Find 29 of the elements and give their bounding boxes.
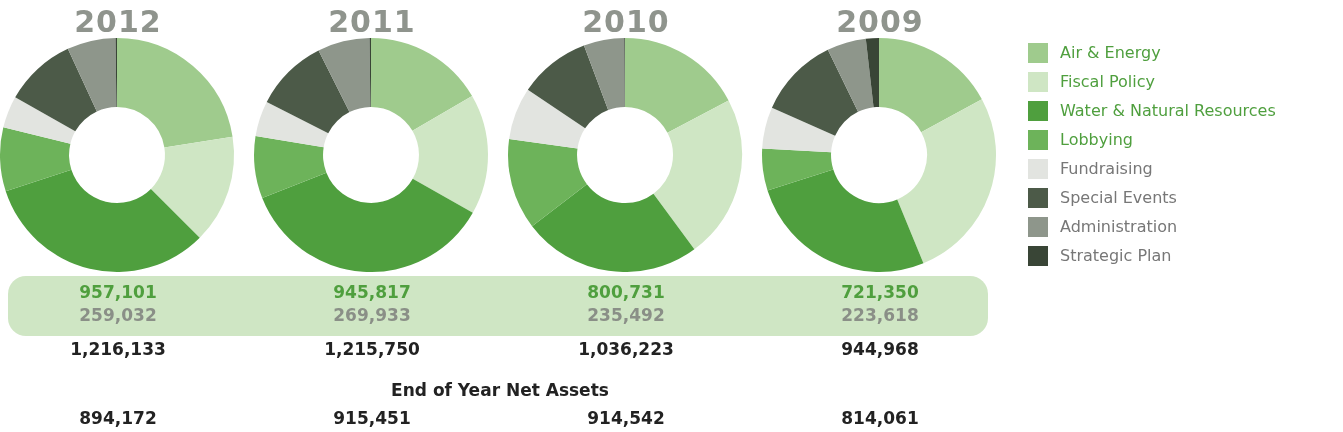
text: 721,350 — [840, 282, 920, 302]
text: 1,215,750 — [323, 339, 421, 359]
text: 957,101 — [78, 282, 158, 302]
text: 1,216,133 — [69, 339, 167, 359]
text: 269,933 — [332, 305, 412, 325]
text: 894,172 — [78, 408, 158, 428]
text: 235,492 — [586, 305, 666, 325]
text: 1,036,223 — [577, 339, 675, 359]
text: 945,817 — [332, 282, 412, 302]
chart-title: 2010 — [581, 4, 671, 39]
text: 259,032 — [78, 305, 158, 325]
chart-title: 2012 — [73, 4, 163, 39]
chart-title: 2011 — [327, 4, 417, 39]
text: 915,451 — [332, 408, 412, 428]
legend-label: Administration — [1060, 217, 1178, 236]
text: End of Year Net Assets — [390, 380, 610, 400]
legend-label: Lobbying — [1060, 130, 1133, 149]
legend-label: Strategic Plan — [1060, 246, 1172, 265]
legend-label: Water & Natural Resources — [1060, 101, 1276, 120]
text: 800,731 — [586, 282, 666, 302]
legend-label: Air & Energy — [1060, 43, 1161, 62]
legend-label: Special Events — [1060, 188, 1177, 207]
legend-label: Fiscal Policy — [1060, 72, 1155, 91]
text: 944,968 — [840, 339, 920, 359]
chart-title: 2009 — [835, 4, 925, 39]
legend-label: Fundraising — [1060, 159, 1153, 178]
text: 223,618 — [840, 305, 920, 325]
text: 914,542 — [586, 408, 666, 428]
text: 814,061 — [840, 408, 920, 428]
